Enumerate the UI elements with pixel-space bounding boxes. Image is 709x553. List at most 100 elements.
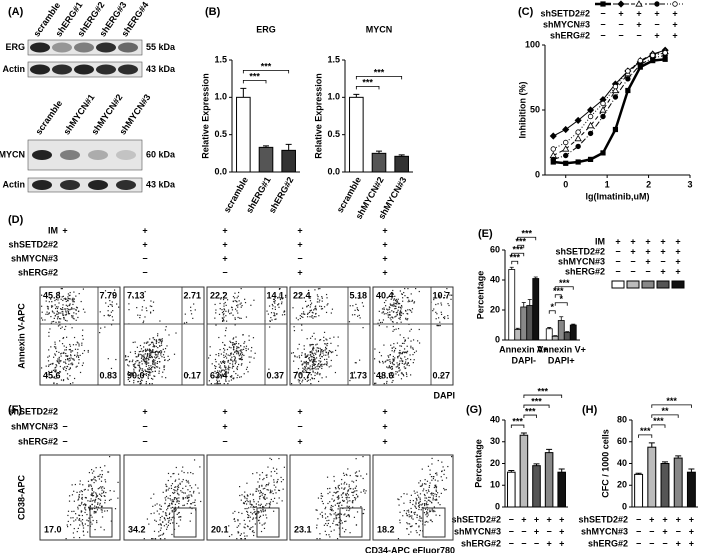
event-dot <box>64 329 65 330</box>
event-dot <box>305 353 306 354</box>
event-dot <box>263 488 264 489</box>
event-dot <box>260 505 261 506</box>
event-dot <box>404 364 405 365</box>
event-dot <box>258 501 259 502</box>
event-dot <box>399 520 400 521</box>
condition-value: + <box>672 30 677 40</box>
event-dot <box>433 308 434 309</box>
event-dot <box>414 301 415 302</box>
event-dot <box>67 359 68 360</box>
gate-value: 34.2 <box>128 524 146 534</box>
condition-value: − <box>222 436 227 446</box>
event-dot <box>133 342 134 343</box>
event-dot <box>171 488 172 489</box>
event-dot <box>321 512 322 513</box>
event-dot <box>72 317 73 318</box>
event-dot <box>73 358 74 359</box>
event-dot <box>315 364 316 365</box>
event-dot <box>318 315 319 316</box>
event-dot <box>436 491 437 492</box>
event-dot <box>146 366 147 367</box>
event-dot <box>302 317 303 318</box>
event-dot <box>72 484 73 485</box>
event-dot <box>162 521 163 522</box>
event-dot <box>96 520 97 521</box>
event-dot <box>410 347 411 348</box>
event-dot <box>244 299 245 300</box>
event-dot <box>79 484 80 485</box>
event-dot <box>105 302 106 303</box>
event-dot <box>262 479 263 480</box>
event-dot <box>90 494 91 495</box>
event-dot <box>301 316 302 317</box>
condition-value: + <box>142 406 147 416</box>
event-dot <box>79 537 80 538</box>
event-dot <box>300 383 301 384</box>
event-dot <box>219 380 220 381</box>
event-dot <box>154 363 155 364</box>
event-dot <box>168 356 169 357</box>
event-dot <box>395 308 396 309</box>
event-dot <box>395 316 396 317</box>
bar <box>674 458 682 507</box>
event-dot <box>397 310 398 311</box>
event-dot <box>310 365 311 366</box>
event-dot <box>199 492 200 493</box>
event-dot <box>42 319 43 320</box>
event-dot <box>149 375 150 376</box>
event-dot <box>332 523 333 524</box>
event-dot <box>231 353 232 354</box>
event-dot <box>57 318 58 319</box>
event-dot <box>346 499 347 500</box>
condition-value: + <box>676 538 681 548</box>
event-dot <box>349 486 350 487</box>
quadrant-value: 90.0 <box>127 370 145 380</box>
event-dot <box>429 470 430 471</box>
point <box>588 114 593 119</box>
gate <box>340 508 362 537</box>
event-dot <box>237 377 238 378</box>
event-dot <box>146 307 147 308</box>
event-dot <box>77 531 78 532</box>
event-dot <box>243 343 244 344</box>
event-dot <box>451 295 452 296</box>
event-dot <box>357 511 358 512</box>
event-dot <box>271 459 272 460</box>
event-dot <box>167 518 168 519</box>
event-dot <box>247 367 248 368</box>
event-dot <box>310 360 311 361</box>
event-dot <box>312 364 313 365</box>
event-dot <box>65 353 66 354</box>
point <box>588 131 593 136</box>
event-dot <box>65 359 66 360</box>
event-dot <box>241 352 242 353</box>
y-tick-label: 80 <box>617 414 627 424</box>
event-dot <box>302 368 303 369</box>
event-dot <box>125 359 126 360</box>
event-dot <box>410 346 411 347</box>
event-dot <box>276 503 277 504</box>
event-dot <box>321 306 322 307</box>
event-dot <box>178 506 179 507</box>
event-dot <box>235 309 236 310</box>
event-dot <box>141 354 142 355</box>
event-dot <box>61 299 62 300</box>
event-dot <box>74 528 75 529</box>
event-dot <box>227 361 228 362</box>
event-dot <box>314 361 315 362</box>
event-dot <box>101 487 102 488</box>
event-dot <box>185 486 186 487</box>
event-dot <box>314 378 315 379</box>
blot-band <box>96 43 116 53</box>
event-dot <box>430 501 431 502</box>
event-dot <box>313 371 314 372</box>
event-dot <box>393 360 394 361</box>
event-dot <box>215 361 216 362</box>
event-dot <box>332 509 333 510</box>
event-dot <box>165 484 166 485</box>
event-dot <box>82 491 83 492</box>
event-dot <box>246 498 247 499</box>
event-dot <box>164 357 165 358</box>
event-dot <box>132 361 133 362</box>
event-dot <box>360 317 361 318</box>
